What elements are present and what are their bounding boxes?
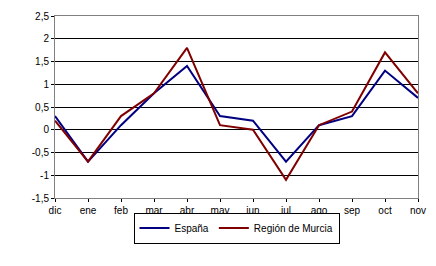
svg-text:España: España: [175, 223, 209, 234]
svg-text:mar: mar: [145, 205, 163, 216]
svg-text:0,5: 0,5: [35, 102, 49, 113]
svg-text:1,5: 1,5: [35, 56, 49, 67]
svg-text:1: 1: [43, 79, 49, 90]
svg-text:dic: dic: [49, 205, 62, 216]
svg-text:jun: jun: [246, 205, 260, 216]
svg-text:2: 2: [43, 33, 49, 44]
svg-text:sep: sep: [344, 205, 361, 216]
svg-text:ago: ago: [310, 205, 328, 216]
svg-text:-1,5: -1,5: [32, 193, 50, 204]
svg-text:-0,5: -0,5: [32, 147, 50, 158]
svg-text:2,5: 2,5: [35, 11, 49, 22]
svg-text:jul: jul: [281, 205, 291, 216]
svg-text:nov: nov: [410, 205, 426, 216]
svg-text:abr: abr: [179, 205, 195, 216]
svg-text:ene: ene: [80, 205, 97, 216]
svg-text:may: may: [210, 205, 230, 216]
svg-text:feb: feb: [114, 205, 128, 216]
svg-text:oct: oct: [378, 205, 392, 216]
svg-text:0: 0: [43, 124, 49, 135]
svg-text:-1: -1: [40, 170, 49, 181]
svg-text:Región de Murcia: Región de Murcia: [254, 223, 333, 234]
